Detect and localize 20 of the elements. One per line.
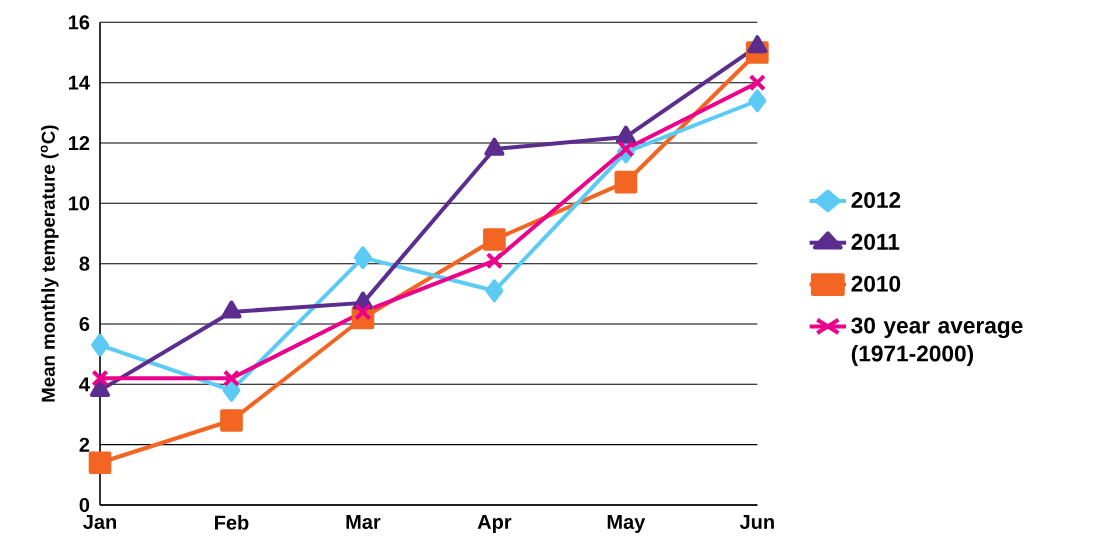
- y-tick-label: 2: [79, 437, 90, 452]
- x-tick-label: Feb: [215, 515, 249, 530]
- legend-label: 2012: [851, 192, 901, 209]
- y-tick-label: 6: [79, 316, 90, 332]
- y-tick-label: 16: [68, 15, 90, 30]
- legend-label: 30 year average (1971-2000): [851, 317, 1023, 367]
- x-tick-label: Jan: [83, 515, 116, 529]
- legend-label: 2011: [851, 233, 900, 250]
- x-tick-label: Mar: [346, 515, 381, 529]
- legend-label: 2010: [851, 275, 901, 292]
- x-tick-label: May: [607, 515, 646, 533]
- y-tick-label: 14: [68, 75, 90, 90]
- y-tick-label: 10: [68, 196, 90, 211]
- x-tick-label: Apr: [477, 515, 512, 533]
- y-tick-label: 12: [68, 136, 90, 150]
- y-tick-label: 0: [79, 497, 90, 513]
- x-tick-label: Jun: [739, 515, 774, 529]
- y-tick-label: 8: [79, 256, 90, 271]
- y-axis-title: Mean monthly temperature ($^{o}$C): [40, 125, 59, 402]
- y-tick-label: 4: [79, 377, 90, 392]
